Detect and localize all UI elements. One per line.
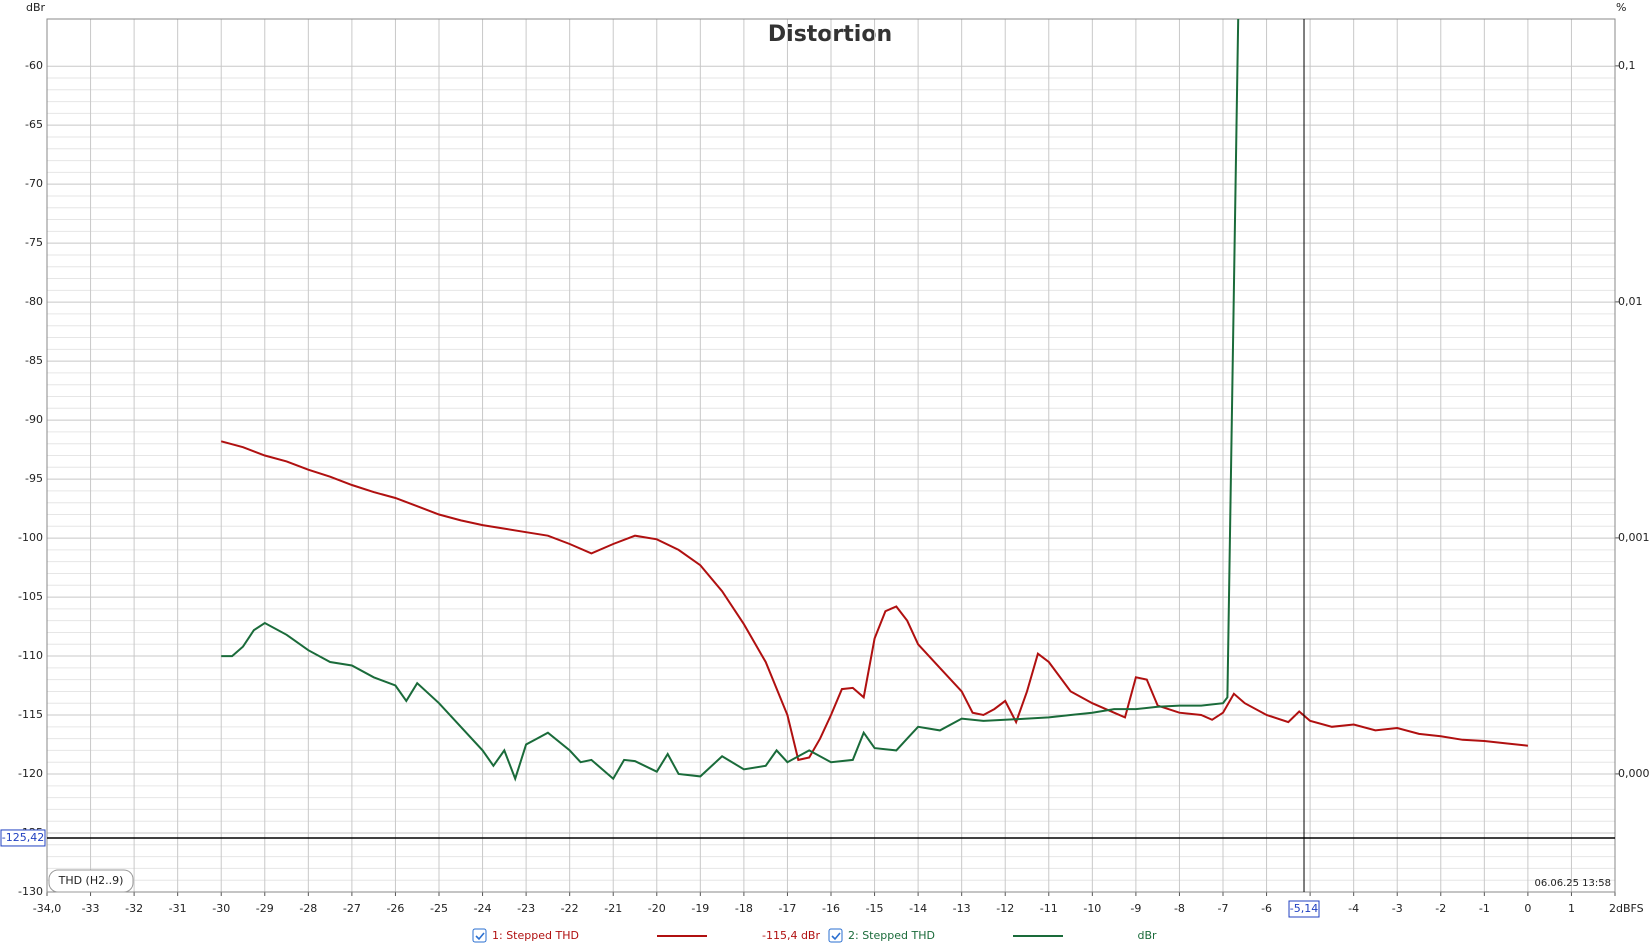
legend-readout: dBr [1137, 929, 1157, 942]
y2-tick-label: 0,1 [1618, 59, 1636, 72]
x-tick-label: -28 [299, 902, 317, 915]
y-tick-label: -85 [25, 354, 43, 367]
x-tick-label: -1 [1479, 902, 1490, 915]
y-tick-label: -115 [18, 708, 43, 721]
x-tick-label: -20 [648, 902, 666, 915]
y2-tick-label: 0,01 [1618, 295, 1643, 308]
y-tick-label: -70 [25, 177, 43, 190]
chart-title: Distortion [768, 22, 892, 47]
x-tick-label: -12 [996, 902, 1014, 915]
x-tick-label: -22 [561, 902, 579, 915]
x-tick-label: -18 [735, 902, 753, 915]
x-tick-label: -32 [125, 902, 143, 915]
thd-button[interactable] [48, 869, 134, 893]
x-tick-label: -2 [1435, 902, 1446, 915]
x-tick-label: -19 [691, 902, 709, 915]
x-tick-label: -6 [1261, 902, 1272, 915]
x-tick-label: -7 [1218, 902, 1229, 915]
x-tick-label: -29 [256, 902, 274, 915]
x-tick-label: -30 [212, 902, 230, 915]
x-tick-label: -9 [1130, 902, 1141, 915]
x-tick-label: -31 [169, 902, 187, 915]
plot-frame [46, 18, 1616, 893]
y2-axis-label: % [1616, 1, 1626, 14]
x-tick-label: -13 [953, 902, 971, 915]
x-tick-label: 1 [1568, 902, 1575, 915]
x-tick-label: -33 [82, 902, 100, 915]
x-tick-label: -4 [1348, 902, 1359, 915]
x-tick-label: -34,0 [33, 902, 61, 915]
legend-name: 2: Stepped THD [848, 929, 935, 942]
y-tick-label: -60 [25, 59, 43, 72]
x-tick-label: 2dBFS [1609, 902, 1644, 915]
timestamp: 06.06.25 13:58 [1534, 878, 1611, 889]
y-tick-label: -90 [25, 413, 43, 426]
legend-checkbox[interactable] [828, 928, 843, 943]
x-tick-label: 0 [1524, 902, 1531, 915]
x-tick-label: -21 [604, 902, 622, 915]
legend-readout: -115,4 dBr [762, 929, 820, 942]
y-axis-label: dBr [26, 1, 46, 14]
cursor-y-label: -125,42 [2, 831, 44, 844]
y-tick-label: -130 [18, 885, 43, 898]
legend-check [831, 932, 841, 941]
y2-tick-label: 0,0001 [1618, 767, 1650, 780]
legend-name: 1: Stepped THD [492, 929, 579, 942]
x-tick-label: -15 [866, 902, 884, 915]
cursor-y-box [0, 829, 46, 847]
x-tick-label: -8 [1174, 902, 1185, 915]
legend-check [475, 932, 485, 941]
x-tick-label: -25 [430, 902, 448, 915]
x-tick-label: -3 [1392, 902, 1403, 915]
x-tick-label: -14 [909, 902, 927, 915]
series-line [221, 19, 1240, 782]
x-tick-label: -16 [822, 902, 840, 915]
series-line [220, 440, 1529, 762]
thd-button-label: THD (H2..9) [58, 874, 124, 887]
x-tick-label: -17 [778, 902, 796, 915]
y-tick-label: -65 [25, 118, 43, 131]
grid [46, 19, 1616, 893]
cursor-x-box [1288, 900, 1320, 918]
x-tick-label: -26 [386, 902, 404, 915]
x-tick-label: -10 [1083, 902, 1101, 915]
x-tick-label: -11 [1040, 902, 1058, 915]
x-tick-label: -23 [517, 902, 535, 915]
y2-tick-label: 0,001 [1618, 531, 1650, 544]
y-tick-label: -75 [25, 236, 43, 249]
y-tick-label: -80 [25, 295, 43, 308]
y-tick-label: -105 [18, 590, 43, 603]
cursor-x-label: -5,14 [1290, 902, 1318, 915]
y-tick-label: -110 [18, 649, 43, 662]
x-tick-label: -27 [343, 902, 361, 915]
legend-checkbox[interactable] [472, 928, 487, 943]
y-tick-label: -120 [18, 767, 43, 780]
y-tick-label: -100 [18, 531, 43, 544]
x-tick-label: -24 [474, 902, 492, 915]
y-tick-label: -95 [25, 472, 43, 485]
